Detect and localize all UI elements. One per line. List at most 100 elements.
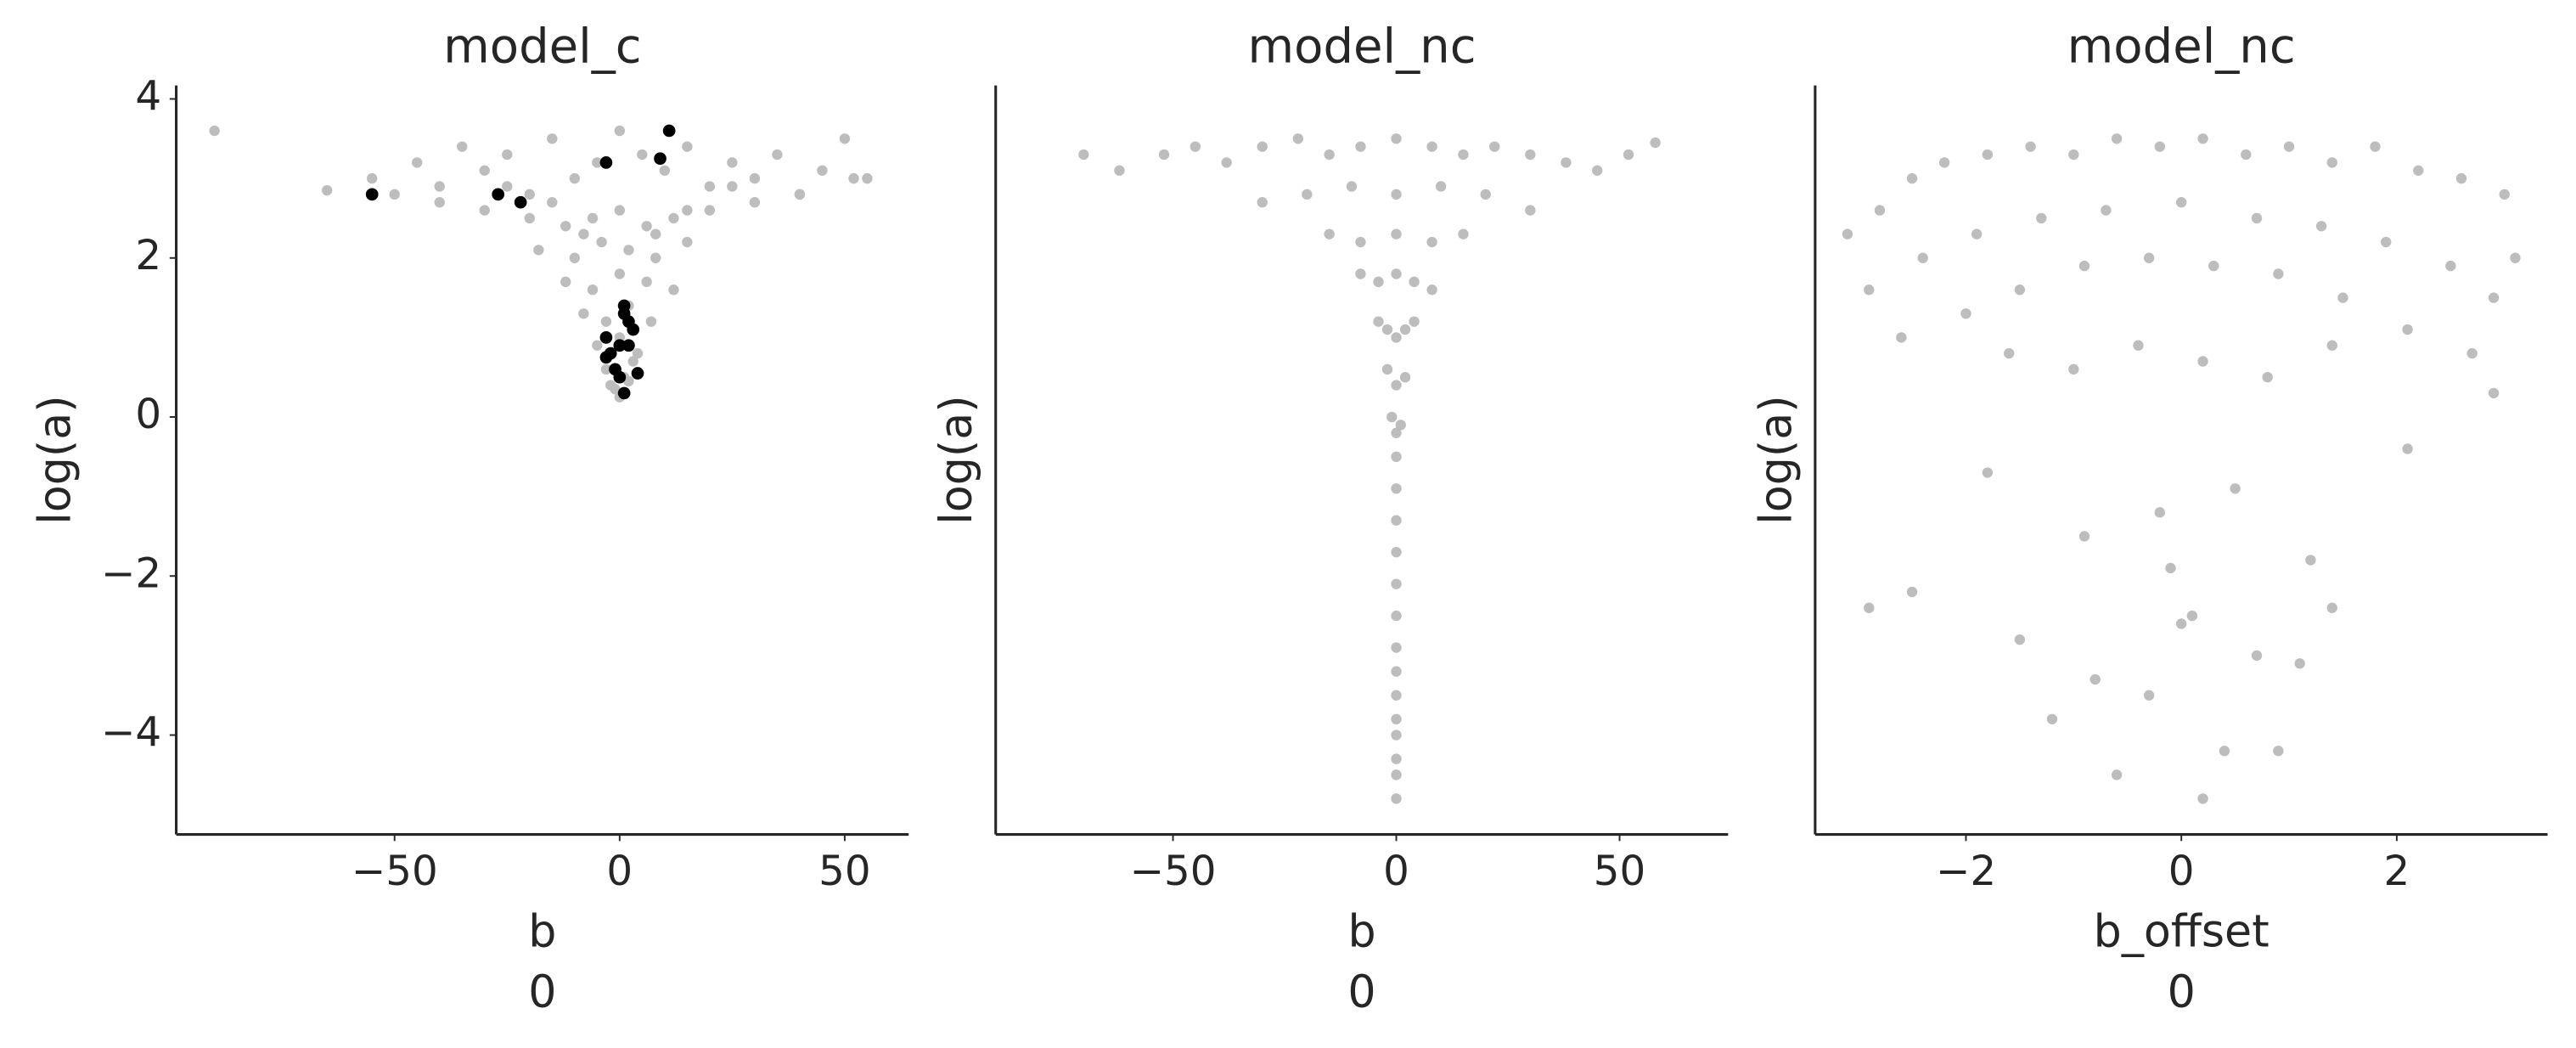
- point: [1864, 285, 1875, 296]
- point: [412, 157, 423, 168]
- point: [1391, 483, 1402, 494]
- point: [569, 252, 580, 263]
- point: [569, 172, 580, 184]
- point: [1409, 276, 1420, 288]
- point: [623, 245, 634, 256]
- point: [668, 212, 679, 224]
- point: [1391, 427, 1402, 438]
- point: [560, 276, 571, 288]
- point: [623, 375, 634, 387]
- point: [1650, 137, 1661, 149]
- point: [1391, 578, 1402, 589]
- point: [596, 236, 607, 248]
- point: [682, 141, 693, 152]
- point: [209, 125, 220, 137]
- point: [587, 285, 599, 296]
- point: [2143, 252, 2155, 263]
- point: [1391, 515, 1402, 526]
- point: [1426, 141, 1437, 152]
- point: [817, 165, 828, 176]
- point: [1982, 149, 1994, 161]
- point: [2413, 165, 2424, 176]
- point: [2078, 260, 2090, 272]
- point: [1971, 228, 1983, 239]
- point: [2197, 356, 2208, 367]
- point: [321, 184, 333, 196]
- point: [1896, 332, 1907, 343]
- point: [2165, 562, 2176, 574]
- point: [2186, 610, 2198, 622]
- x-tick-label: 2: [2384, 848, 2410, 895]
- point: [2175, 197, 2187, 208]
- x-axis-label: 0: [1347, 967, 1375, 1018]
- point: [578, 308, 589, 319]
- point: [1391, 380, 1402, 391]
- point: [613, 370, 627, 384]
- point: [600, 363, 612, 375]
- point: [2455, 172, 2467, 184]
- point: [1623, 149, 1634, 161]
- point: [547, 133, 558, 144]
- x-tick-label: 0: [2168, 848, 2195, 895]
- point: [1257, 141, 1268, 152]
- point: [2014, 285, 2026, 296]
- x-axis-label: 0: [2168, 967, 2196, 1018]
- point: [794, 189, 806, 200]
- point: [599, 351, 613, 364]
- point: [479, 165, 490, 176]
- point: [587, 212, 599, 224]
- point: [1480, 189, 1491, 200]
- x-tick-label: −50: [1130, 848, 1217, 895]
- point: [1395, 420, 1406, 431]
- point: [1302, 189, 1313, 200]
- point: [682, 236, 693, 248]
- point: [2133, 340, 2144, 351]
- point: [578, 228, 589, 239]
- point: [547, 197, 558, 208]
- x-axis-label: b: [528, 907, 556, 958]
- point: [637, 149, 648, 161]
- panel-title: model_nc: [1248, 20, 1476, 75]
- point: [2111, 769, 2123, 780]
- point: [1355, 141, 1366, 152]
- point: [614, 268, 626, 279]
- point: [2294, 658, 2305, 669]
- point: [365, 188, 379, 201]
- point: [524, 189, 535, 200]
- y-axis-label: log(a): [1751, 395, 1802, 524]
- point: [502, 149, 513, 161]
- point: [2499, 189, 2510, 200]
- point: [641, 221, 652, 232]
- point: [1324, 149, 1335, 161]
- point: [1391, 546, 1402, 558]
- point: [1391, 753, 1402, 764]
- point: [2197, 133, 2208, 144]
- point: [668, 285, 679, 296]
- point: [627, 356, 638, 367]
- point: [600, 316, 612, 327]
- point: [2154, 507, 2166, 518]
- point: [1917, 252, 1928, 263]
- point: [610, 384, 621, 395]
- point: [1391, 666, 1402, 677]
- point: [1391, 642, 1402, 653]
- point: [2305, 555, 2316, 566]
- point: [434, 197, 445, 208]
- point: [1391, 332, 1402, 343]
- point: [2283, 141, 2295, 152]
- point: [1399, 324, 1411, 335]
- point: [599, 331, 613, 344]
- point: [659, 165, 671, 176]
- point: [1221, 157, 1232, 168]
- point: [1409, 316, 1420, 327]
- point: [2089, 673, 2101, 685]
- point: [1324, 228, 1335, 239]
- point: [1391, 730, 1402, 741]
- point: [2381, 236, 2392, 248]
- point: [2036, 212, 2047, 224]
- point: [2510, 252, 2521, 263]
- point: [2004, 347, 2015, 359]
- point: [1391, 268, 1402, 279]
- point: [2402, 443, 2413, 454]
